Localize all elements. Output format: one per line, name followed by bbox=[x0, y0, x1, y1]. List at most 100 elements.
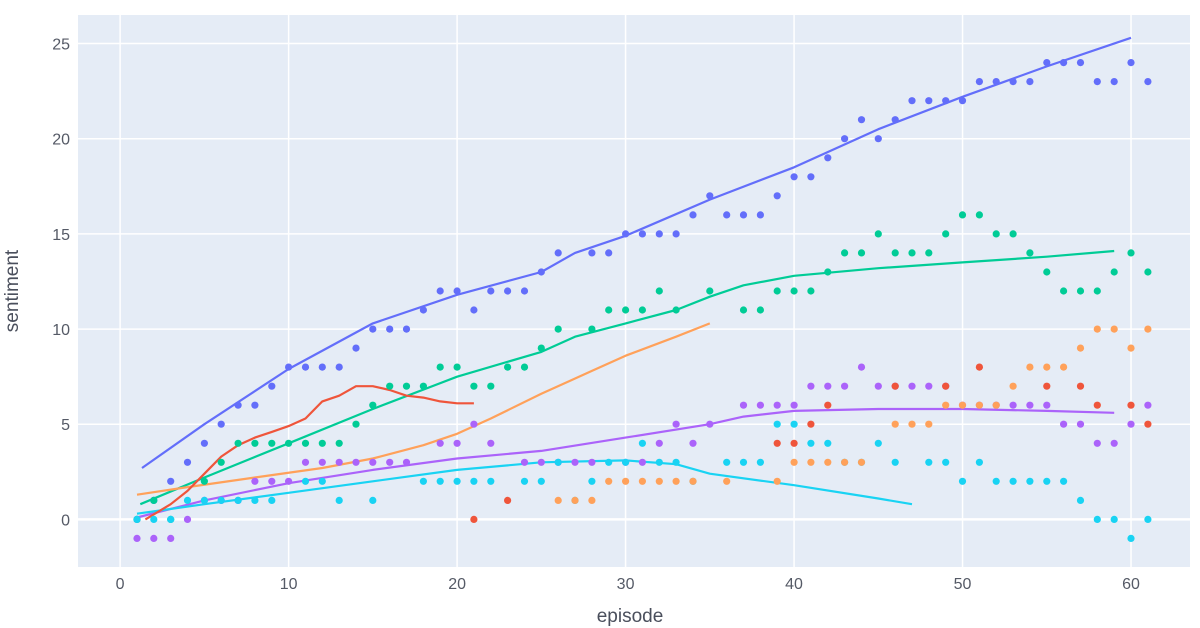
data-point-series-2 bbox=[419, 382, 427, 390]
data-point-series-1 bbox=[638, 230, 647, 238]
data-point-series-4 bbox=[1127, 534, 1135, 543]
data-point-series-5 bbox=[841, 458, 849, 466]
trend-line-6 bbox=[144, 385, 474, 521]
data-point-series-5 bbox=[622, 477, 630, 485]
data-point-series-2 bbox=[739, 306, 748, 314]
data-point-series-1 bbox=[1060, 59, 1068, 67]
data-point-series-2 bbox=[706, 287, 714, 295]
data-point-series-5 bbox=[908, 420, 916, 428]
data-point-series-4 bbox=[992, 477, 1000, 485]
data-point-series-3 bbox=[1043, 401, 1051, 409]
data-point-series-2 bbox=[756, 306, 765, 314]
data-point-series-2 bbox=[790, 287, 798, 295]
data-point-series-5 bbox=[790, 458, 798, 466]
data-point-series-4 bbox=[537, 477, 545, 485]
data-point-series-1 bbox=[335, 363, 343, 371]
data-point-series-1 bbox=[504, 287, 512, 295]
data-point-series-6 bbox=[942, 382, 950, 390]
data-point-series-1 bbox=[857, 116, 866, 124]
data-point-series-1 bbox=[436, 287, 444, 295]
data-point-series-1 bbox=[874, 135, 882, 143]
data-point-series-4 bbox=[470, 477, 478, 485]
data-point-series-3 bbox=[1144, 401, 1152, 409]
data-point-series-3 bbox=[588, 458, 596, 466]
data-point-series-4 bbox=[1009, 477, 1017, 485]
data-point-series-3 bbox=[386, 458, 394, 466]
data-point-series-4 bbox=[436, 477, 444, 485]
data-point-series-5 bbox=[605, 477, 613, 485]
data-point-series-1 bbox=[925, 97, 933, 105]
data-point-series-4 bbox=[1026, 477, 1034, 485]
data-point-series-1 bbox=[1093, 78, 1101, 86]
data-point-series-5 bbox=[891, 420, 899, 428]
data-point-series-1 bbox=[167, 477, 175, 485]
data-point-series-2 bbox=[908, 249, 916, 257]
trend-line-2 bbox=[139, 249, 1115, 506]
data-point-series-2 bbox=[520, 363, 529, 371]
trend-lines bbox=[136, 36, 1132, 521]
data-point-series-1 bbox=[234, 401, 242, 409]
data-point-series-5 bbox=[807, 458, 815, 466]
data-point-series-4 bbox=[1043, 477, 1051, 485]
data-point-series-6 bbox=[1076, 382, 1085, 390]
data-point-series-4 bbox=[958, 477, 967, 485]
data-point-series-3 bbox=[268, 477, 276, 485]
data-point-series-3 bbox=[739, 401, 748, 409]
data-point-series-1 bbox=[689, 211, 697, 219]
data-point-series-4 bbox=[251, 496, 259, 504]
data-point-series-3 bbox=[807, 382, 815, 390]
data-point-series-2 bbox=[268, 439, 276, 447]
data-point-series-1 bbox=[723, 211, 731, 219]
data-point-series-4 bbox=[655, 458, 663, 466]
data-point-series-2 bbox=[958, 211, 967, 219]
data-point-series-3 bbox=[874, 382, 882, 390]
data-point-series-6 bbox=[1093, 401, 1101, 409]
x-tick-label: 10 bbox=[280, 576, 298, 593]
data-point-series-5 bbox=[942, 401, 950, 409]
data-point-series-2 bbox=[1144, 268, 1152, 276]
data-point-series-1 bbox=[470, 306, 478, 314]
data-point-series-3 bbox=[1009, 401, 1017, 409]
data-point-series-1 bbox=[739, 211, 748, 219]
data-point-series-5 bbox=[1093, 325, 1101, 333]
data-point-series-5 bbox=[1127, 344, 1135, 352]
data-point-series-2 bbox=[1060, 287, 1068, 295]
data-point-series-6 bbox=[975, 363, 984, 371]
data-point-series-1 bbox=[1009, 78, 1017, 86]
data-point-series-6 bbox=[807, 420, 815, 428]
data-point-series-1 bbox=[655, 230, 663, 238]
data-point-series-4 bbox=[1076, 496, 1085, 504]
data-point-series-3 bbox=[150, 534, 158, 543]
data-point-series-4 bbox=[605, 458, 613, 466]
data-point-series-5 bbox=[824, 458, 832, 466]
trend-line-1 bbox=[141, 36, 1132, 469]
data-point-series-3 bbox=[1110, 439, 1118, 447]
y-tick-label: 15 bbox=[52, 227, 70, 244]
data-point-series-2 bbox=[318, 439, 326, 447]
x-axis-ticks: 0 10 20 30 40 50 60 bbox=[116, 576, 1140, 593]
data-point-series-2 bbox=[1110, 268, 1118, 276]
data-point-series-2 bbox=[436, 363, 444, 371]
x-tick-label: 50 bbox=[954, 576, 972, 593]
data-point-series-3 bbox=[369, 458, 377, 466]
data-point-series-2 bbox=[588, 325, 596, 333]
data-point-series-4 bbox=[638, 439, 647, 447]
data-point-series-2 bbox=[942, 230, 950, 238]
data-point-series-5 bbox=[1110, 325, 1118, 333]
data-point-series-3 bbox=[790, 401, 798, 409]
data-point-series-4 bbox=[554, 458, 562, 466]
data-point-series-4 bbox=[891, 458, 899, 466]
data-point-series-4 bbox=[1093, 515, 1101, 524]
data-point-series-3 bbox=[285, 477, 293, 485]
data-point-series-5 bbox=[588, 496, 596, 504]
data-point-series-2 bbox=[773, 287, 781, 295]
data-point-series-5 bbox=[1144, 325, 1152, 333]
data-point-series-4 bbox=[200, 496, 208, 504]
data-point-series-5 bbox=[689, 477, 697, 485]
x-tick-label: 20 bbox=[448, 576, 466, 593]
data-point-series-3 bbox=[672, 420, 680, 428]
trend-line-4 bbox=[136, 459, 913, 515]
data-point-series-2 bbox=[369, 401, 377, 409]
data-point-series-6 bbox=[891, 382, 899, 390]
data-point-series-2 bbox=[1093, 287, 1101, 295]
